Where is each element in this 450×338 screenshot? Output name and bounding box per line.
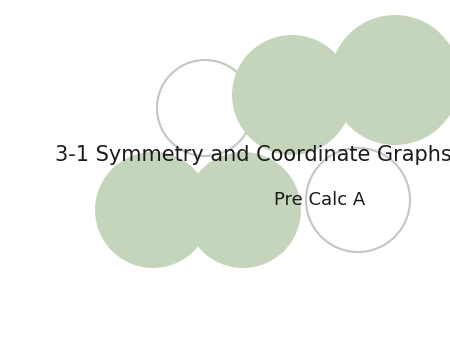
Circle shape xyxy=(185,152,301,268)
Circle shape xyxy=(306,148,410,252)
Circle shape xyxy=(95,152,211,268)
Circle shape xyxy=(232,35,352,155)
Text: 3-1 Symmetry and Coordinate Graphs: 3-1 Symmetry and Coordinate Graphs xyxy=(55,145,450,165)
Circle shape xyxy=(330,15,450,145)
Text: Pre Calc A: Pre Calc A xyxy=(274,191,365,209)
Circle shape xyxy=(157,60,253,156)
